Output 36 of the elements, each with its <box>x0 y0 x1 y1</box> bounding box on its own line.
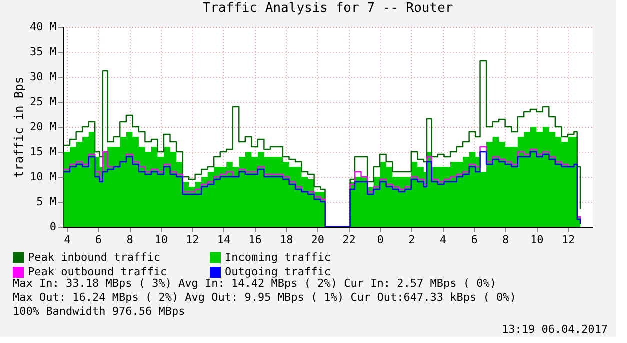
x-tick-label: 6 <box>95 234 102 246</box>
legend-label: Outgoing traffic <box>225 266 331 278</box>
x-tick-label: 2 <box>408 234 416 246</box>
x-tick-label: 8 <box>502 234 510 246</box>
legend-label: Peak inbound traffic <box>28 250 160 264</box>
text: Max Out: 16.24 MBps ( 2%) Avg Out: 9.95 MBps ( 1%) Cur Out:647.33 kBps ( 0%) <box>13 291 516 304</box>
x-tick-label: 10 <box>530 234 544 246</box>
x-tick-label: 16 <box>248 234 262 246</box>
x-tick-label: 20 <box>311 234 325 246</box>
x-tick-label: 14 <box>217 234 231 246</box>
x-tick-label: 12 <box>186 234 200 246</box>
y-tick-label: 15 M <box>30 146 57 158</box>
y-tick-label: 0 <box>50 220 56 234</box>
y-tick-label: 5 M <box>36 196 57 208</box>
x-tick-label: 0 <box>377 234 384 246</box>
x-tick-label: 4 <box>64 234 72 246</box>
legend-label: Peak outbound traffic <box>28 266 168 278</box>
x-tick-label: 12 <box>562 234 576 246</box>
y-tick-label: 25 M <box>30 96 57 108</box>
y-tick-label: 35 M <box>30 46 57 58</box>
x-tick-label: 10 <box>154 234 168 246</box>
y-tick-label: 30 M <box>30 70 57 84</box>
text: Max In: 33.18 MBps ( 3%) Avg In: 14.42 MBps ( 2%) Cur In: 2.57 MBps ( 0%) <box>13 277 496 290</box>
x-tick-label: 4 <box>440 234 447 246</box>
y-tick-label: 10 M <box>30 170 57 184</box>
text: 13:19 06.04.2017 <box>502 323 608 336</box>
y-axis-title: traffic in Bps <box>12 76 26 178</box>
chart-title: Traffic Analysis for 7 -- Router <box>202 1 454 16</box>
x-tick-label: 18 <box>280 234 294 246</box>
x-tick-label: 22 <box>342 234 356 246</box>
text: 100% Bandwidth 976.56 MBps <box>13 305 186 318</box>
x-tick-label: 8 <box>126 234 134 246</box>
x-tick-label: 6 <box>471 234 478 246</box>
y-tick-label: 20 M <box>30 120 57 134</box>
y-tick-label: 40 M <box>30 20 57 34</box>
legend-label: Incoming traffic <box>225 250 331 264</box>
